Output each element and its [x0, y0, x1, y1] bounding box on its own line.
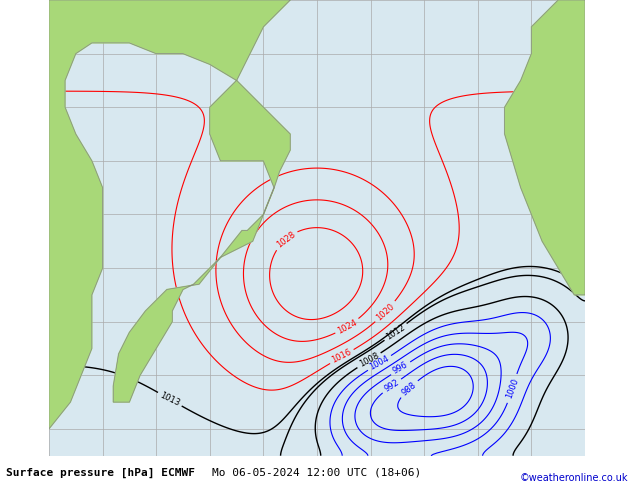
Polygon shape: [505, 0, 585, 295]
Text: 1012: 1012: [384, 322, 407, 342]
Polygon shape: [49, 0, 290, 429]
Text: ©weatheronline.co.uk: ©weatheronline.co.uk: [519, 473, 628, 483]
Text: 1004: 1004: [368, 354, 391, 372]
Text: 988: 988: [400, 380, 418, 397]
Text: 996: 996: [392, 361, 410, 376]
Text: 1008: 1008: [358, 351, 380, 369]
Text: 1020: 1020: [375, 301, 396, 322]
Text: 1013: 1013: [158, 391, 181, 408]
Text: 992: 992: [383, 378, 401, 394]
Text: 1016: 1016: [330, 348, 353, 365]
Text: 1024: 1024: [336, 318, 359, 336]
Text: 1028: 1028: [275, 229, 297, 249]
Text: Mo 06-05-2024 12:00 UTC (18+06): Mo 06-05-2024 12:00 UTC (18+06): [212, 467, 422, 478]
Text: 1000: 1000: [505, 377, 520, 400]
Text: Surface pressure [hPa] ECMWF: Surface pressure [hPa] ECMWF: [6, 467, 195, 478]
